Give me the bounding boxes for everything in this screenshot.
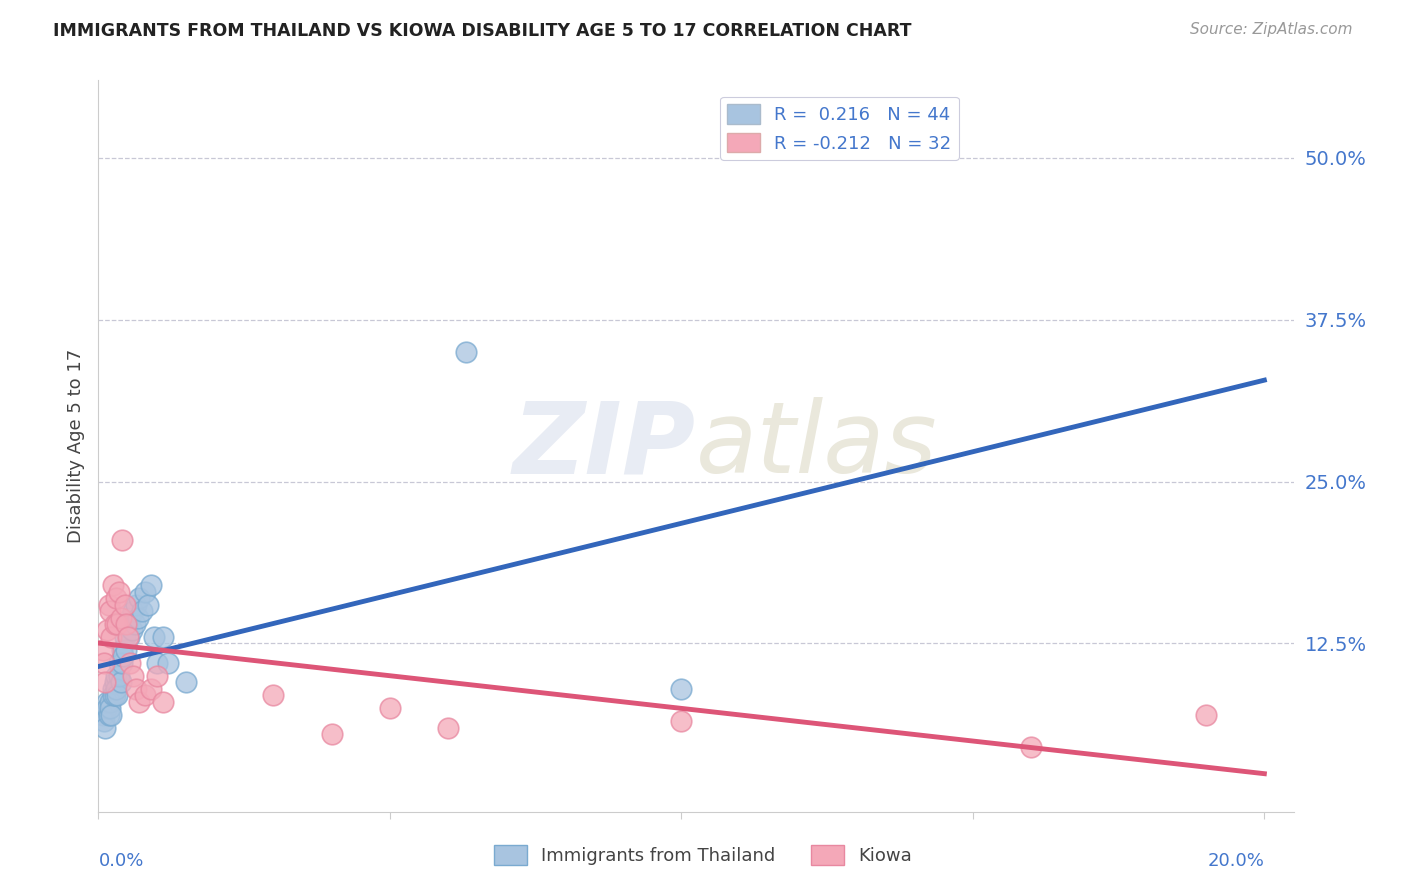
Point (104, 669, 127, 683)
Point (101, 578, 124, 592)
Point (136, 598, 159, 612)
Point (91, 707, 114, 722)
Point (91, 643, 114, 657)
Point (378, 701, 401, 715)
Legend: Immigrants from Thailand, Kiowa: Immigrants from Thailand, Kiowa (486, 838, 920, 872)
Point (1195, 707, 1218, 722)
Point (157, 656, 180, 670)
Point (117, 630, 139, 644)
Point (96, 624, 118, 638)
Point (104, 617, 127, 632)
Point (104, 688, 127, 702)
Point (98, 701, 121, 715)
Point (100, 630, 122, 644)
Point (93, 656, 115, 670)
Point (94, 721, 117, 735)
Point (125, 681, 148, 696)
Point (101, 688, 124, 702)
Point (671, 714, 693, 728)
Point (454, 345, 477, 359)
Point (110, 675, 132, 690)
Text: IMMIGRANTS FROM THAILAND VS KIOWA DISABILITY AGE 5 TO 17 CORRELATION CHART: IMMIGRANTS FROM THAILAND VS KIOWA DISABI… (53, 22, 912, 40)
Point (104, 675, 127, 690)
Point (94, 675, 117, 690)
Point (134, 688, 156, 702)
Point (122, 669, 145, 683)
Point (101, 681, 124, 696)
Point (174, 675, 197, 690)
Text: 0.0%: 0.0% (98, 852, 143, 870)
Point (96, 695, 118, 709)
Point (110, 610, 132, 624)
Point (128, 591, 150, 606)
Point (142, 630, 165, 644)
Point (108, 656, 131, 670)
Point (131, 604, 153, 618)
Point (117, 617, 139, 632)
Point (105, 617, 128, 632)
Y-axis label: Disability Age 5 to 17: Disability Age 5 to 17 (66, 349, 84, 543)
Point (120, 656, 142, 670)
Text: Source: ZipAtlas.com: Source: ZipAtlas.com (1189, 22, 1353, 37)
Point (111, 643, 134, 657)
Text: ZIP: ZIP (513, 398, 696, 494)
Point (437, 721, 460, 735)
Point (145, 669, 167, 683)
Point (105, 688, 128, 702)
Text: 20.0%: 20.0% (1208, 852, 1264, 870)
Point (152, 695, 174, 709)
Point (124, 617, 146, 632)
Point (100, 707, 122, 722)
Point (97, 707, 120, 722)
Point (134, 584, 156, 599)
Point (125, 598, 148, 612)
Point (262, 688, 284, 702)
Point (121, 624, 143, 638)
Point (1019, 739, 1042, 754)
Point (127, 610, 149, 624)
Point (111, 656, 134, 670)
Point (115, 643, 138, 657)
Point (98, 695, 121, 709)
Point (104, 591, 127, 606)
Point (108, 584, 131, 599)
Point (115, 617, 138, 632)
Point (104, 681, 127, 696)
Point (122, 604, 145, 618)
Point (152, 630, 174, 644)
Point (98, 604, 121, 618)
Point (93, 714, 115, 728)
Point (321, 727, 343, 741)
Text: atlas: atlas (696, 398, 938, 494)
Point (111, 649, 134, 664)
Point (118, 630, 141, 644)
Point (108, 669, 131, 683)
Point (111, 533, 134, 547)
Point (671, 681, 693, 696)
Point (114, 630, 136, 644)
Point (128, 695, 150, 709)
Legend: R =  0.216   N = 44, R = -0.212   N = 32: R = 0.216 N = 44, R = -0.212 N = 32 (720, 96, 959, 160)
Point (145, 656, 167, 670)
Point (97, 598, 120, 612)
Point (139, 681, 162, 696)
Point (114, 598, 136, 612)
Point (96, 701, 118, 715)
Point (139, 578, 162, 592)
Point (120, 610, 142, 624)
